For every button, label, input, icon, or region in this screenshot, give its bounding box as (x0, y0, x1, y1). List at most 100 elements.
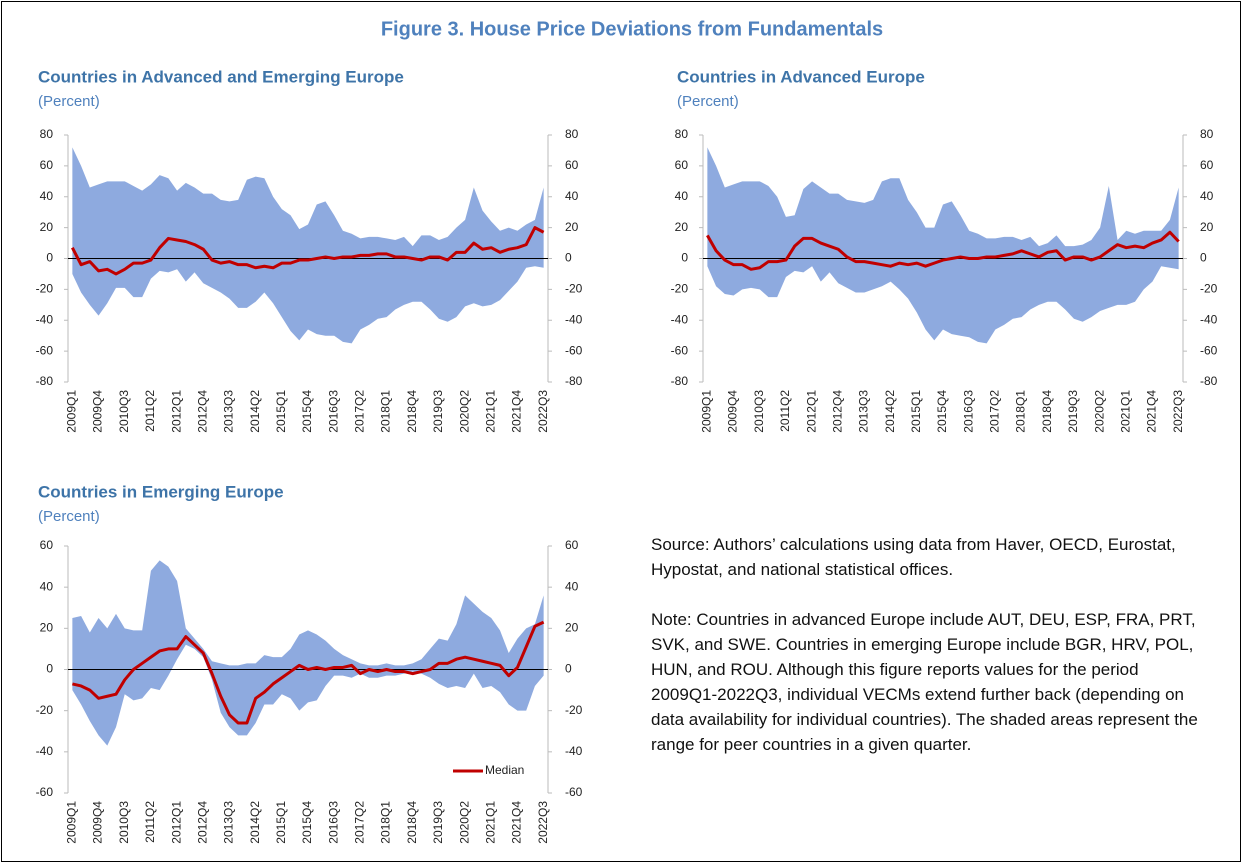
y-tick-label: -20 (36, 282, 54, 296)
y2-tick-label: -20 (565, 703, 583, 717)
y-tick-label: 0 (46, 251, 53, 265)
x-tick-label: 2018Q1 (379, 801, 393, 844)
y2-tick-label: 40 (565, 189, 579, 203)
x-tick-label: 2009Q4 (91, 801, 105, 844)
y2-tick-label: -60 (565, 785, 583, 799)
note-text: Note: Countries in advanced Europe inclu… (651, 610, 1198, 754)
y-tick-label: -80 (671, 374, 689, 388)
x-tick-label: 2011Q2 (143, 801, 157, 843)
y2-tick-label: 0 (565, 251, 572, 265)
x-tick-label: 2017Q2 (353, 390, 367, 433)
x-tick-label: 2010Q3 (117, 801, 131, 844)
x-tick-label: 2015Q4 (935, 390, 949, 433)
y-tick-label: -60 (671, 343, 689, 357)
x-tick-label: 2011Q2 (143, 390, 157, 432)
x-tick-label: 2022Q3 (536, 390, 550, 433)
range-band (707, 147, 1179, 344)
x-tick-label: 2009Q1 (65, 390, 79, 433)
y-tick-label: 60 (40, 158, 54, 172)
x-tick-label: 2012Q4 (195, 801, 209, 844)
y-tick-label: 60 (40, 538, 54, 552)
x-tick-label: 2016Q3 (326, 390, 340, 433)
y-tick-label: 80 (40, 127, 54, 141)
chart-subtitle: (Percent) (38, 508, 100, 525)
y-tick-label: 60 (675, 158, 689, 172)
figure-title: Figure 3. House Price Deviations from Fu… (381, 18, 883, 40)
y-tick-label: 0 (46, 662, 53, 676)
x-tick-label: 2013Q3 (857, 390, 871, 433)
x-tick-label: 2014Q2 (248, 390, 262, 433)
x-tick-label: 2012Q1 (804, 390, 818, 433)
y2-tick-label: -20 (1200, 282, 1218, 296)
y2-tick-label: 40 (1200, 189, 1214, 203)
x-tick-label: 2013Q3 (222, 390, 236, 433)
y2-tick-label: -40 (565, 744, 583, 758)
x-tick-label: 2016Q3 (961, 390, 975, 433)
x-tick-label: 2020Q2 (457, 390, 471, 433)
x-tick-label: 2012Q4 (195, 390, 209, 433)
x-tick-label: 2009Q1 (700, 390, 714, 433)
x-tick-label: 2011Q2 (778, 390, 792, 432)
y2-tick-label: 20 (565, 621, 579, 635)
y2-tick-label: 0 (565, 662, 572, 676)
x-tick-label: 2015Q1 (274, 390, 288, 433)
x-tick-label: 2020Q2 (1092, 390, 1106, 433)
y2-tick-label: 60 (1200, 158, 1214, 172)
y2-tick-label: -80 (565, 374, 583, 388)
median-line (72, 620, 545, 725)
y-tick-label: 40 (675, 189, 689, 203)
x-tick-label: 2010Q3 (752, 390, 766, 433)
x-tick-label: 2014Q2 (248, 801, 262, 844)
y2-tick-label: 60 (565, 538, 579, 552)
y-tick-label: -20 (36, 703, 54, 717)
y2-tick-label: 20 (565, 220, 579, 234)
x-tick-label: 2021Q4 (1145, 390, 1159, 433)
legend-label: Median (485, 763, 524, 777)
x-tick-label: 2012Q4 (830, 390, 844, 433)
x-tick-label: 2010Q3 (117, 390, 131, 433)
x-tick-label: 2015Q1 (274, 801, 288, 844)
source-text: Source: Authors’ calculations using data… (651, 535, 1176, 579)
chart-title: Countries in Advanced Europe (677, 67, 925, 86)
y-tick-label: -20 (671, 282, 689, 296)
range-band (72, 560, 544, 746)
y-tick-label: 20 (40, 621, 54, 635)
x-tick-label: 2018Q4 (405, 801, 419, 844)
x-tick-label: 2009Q4 (726, 390, 740, 433)
y2-tick-label: -20 (565, 282, 583, 296)
x-tick-label: 2016Q3 (326, 801, 340, 844)
chart-title: Countries in Emerging Europe (38, 482, 284, 501)
y-tick-label: -60 (36, 785, 54, 799)
x-tick-label: 2022Q3 (536, 801, 550, 844)
y-tick-label: -60 (36, 343, 54, 357)
x-tick-label: 2021Q4 (510, 801, 524, 844)
median-line (71, 226, 545, 276)
y2-tick-label: 40 (565, 579, 579, 593)
x-tick-label: 2019Q3 (431, 801, 445, 844)
x-tick-label: 2021Q4 (510, 390, 524, 433)
chart-subtitle: (Percent) (38, 93, 100, 110)
y2-tick-label: 20 (1200, 220, 1214, 234)
x-tick-label: 2017Q2 (353, 801, 367, 844)
y-tick-label: -40 (36, 312, 54, 326)
x-tick-label: 2019Q3 (431, 390, 445, 433)
x-tick-label: 2018Q1 (379, 390, 393, 433)
y-tick-label: 80 (675, 127, 689, 141)
notes: Source: Authors’ calculations using data… (651, 532, 1199, 782)
y-tick-label: 40 (40, 579, 54, 593)
y-tick-label: -80 (36, 374, 54, 388)
y2-tick-label: 80 (565, 127, 579, 141)
x-tick-label: 2020Q2 (457, 801, 471, 844)
x-tick-label: 2009Q4 (91, 390, 105, 433)
y-tick-label: 40 (40, 189, 54, 203)
range-band (72, 147, 544, 344)
x-tick-label: 2012Q1 (169, 801, 183, 844)
chart-title: Countries in Advanced and Emerging Europ… (38, 67, 404, 86)
x-tick-label: 2018Q1 (1014, 390, 1028, 433)
y-tick-label: -40 (671, 312, 689, 326)
y2-tick-label: -80 (1200, 374, 1218, 388)
x-tick-label: 2017Q2 (988, 390, 1002, 433)
x-tick-label: 2012Q1 (169, 390, 183, 433)
y2-tick-label: 0 (1200, 251, 1207, 265)
